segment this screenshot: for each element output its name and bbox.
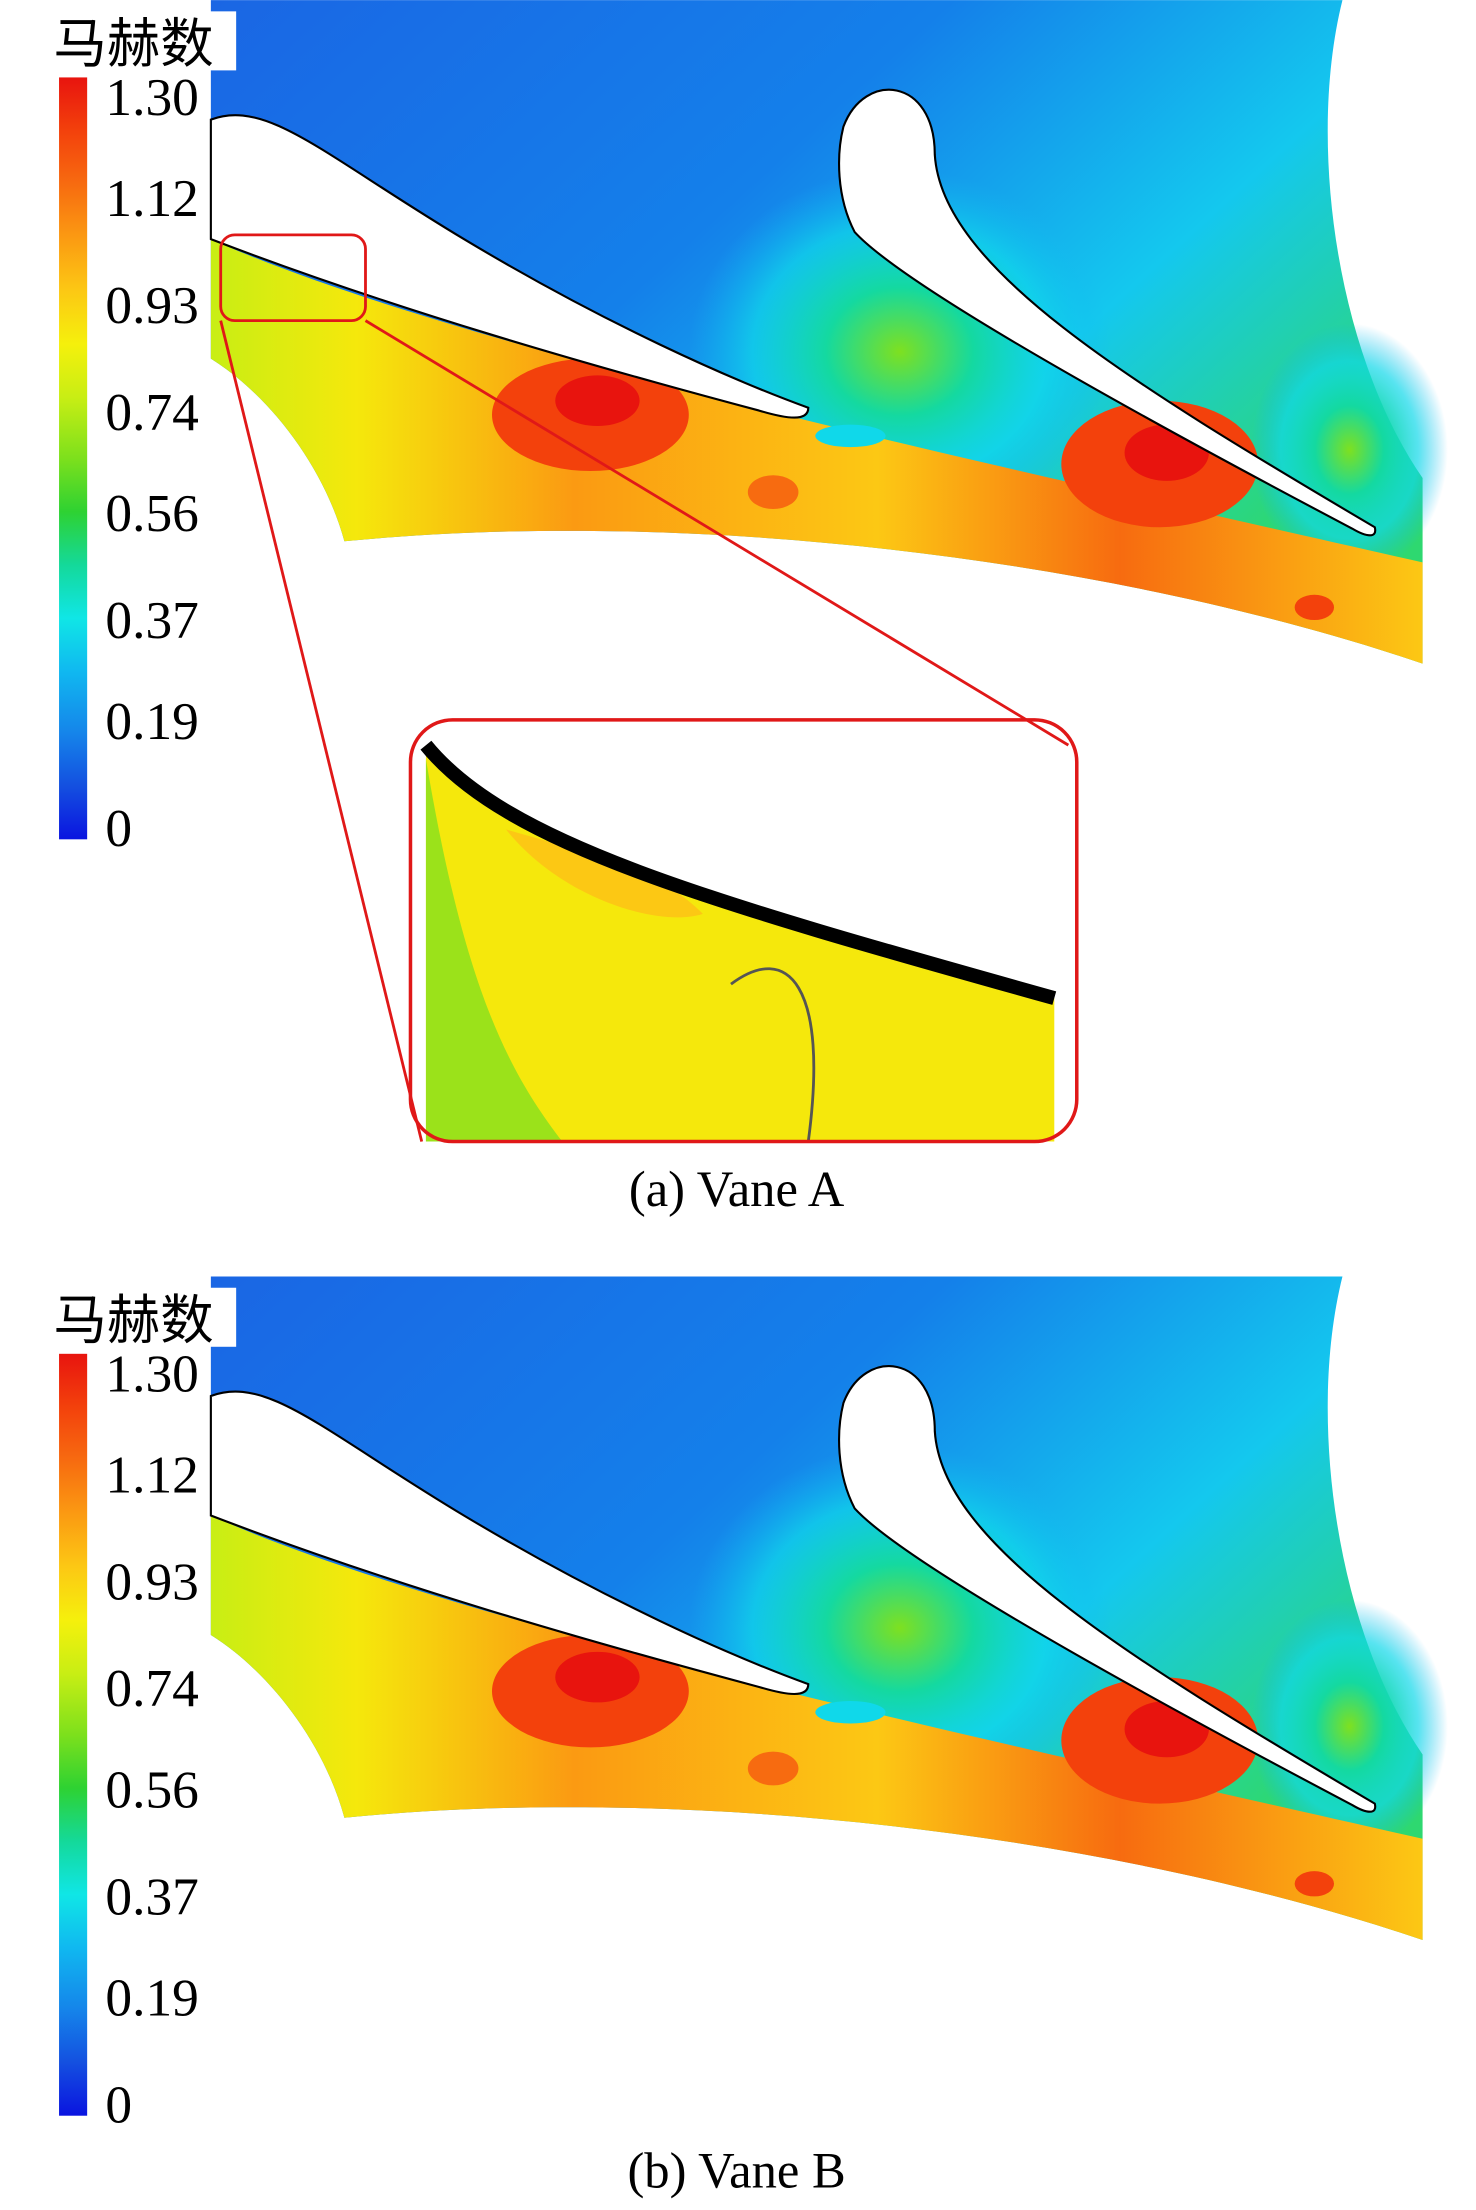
colorbar-tick-label: 0.56 [105,483,198,543]
panel-a: 马赫数 (a) Vane A 1.30 1.12 0.93 0.74 0.56 0.37 0… [50,0,1449,1217]
colorbar-tick-label: 0.93 [105,1551,198,1611]
colorbar [59,1353,88,2116]
title-bg [50,11,237,71]
caption: (b) Vane B [627,2142,845,2198]
zoom-box [219,233,367,323]
colorbar-tick-label: 0.56 [105,1759,198,1819]
zoom-inset [408,718,1079,1144]
colorbar-tick-label: 0.19 [105,691,198,751]
colorbar-tick-label: 1.30 [105,1343,198,1403]
zoom-line [364,319,1070,747]
colorbar-tick-label: 1.12 [105,168,198,228]
title-bg [50,1287,237,1347]
panel-b: 马赫数 (b) Vane B 1.30 1.12 0.93 0.74 0.56 0.37 0… [50,1275,1449,2198]
colorbar-tick-label: 1.30 [105,67,198,127]
zoom-line [219,320,424,1142]
colorbar-tick-label: 0.19 [105,1968,198,2028]
caption: (a) Vane A [629,1161,845,1217]
colorbar [59,77,88,840]
colorbar-tick-label: 0.74 [105,382,198,442]
colorbar-tick-label: 0 [105,2074,132,2134]
colorbar-title: 马赫数 [53,14,213,74]
colorbar-title: 马赫数 [53,1290,213,1350]
colorbar-tick-label: 1.12 [105,1445,198,1505]
colorbar-tick-label: 0.74 [105,1658,198,1718]
colorbar-tick-label: 0.37 [105,590,198,650]
colorbar-tick-label: 0.93 [105,275,198,335]
colorbar-tick-label: 0.37 [105,1866,198,1926]
mach-field [209,0,1449,665]
colorbar-tick-label: 0 [105,798,132,858]
mach-field [209,1275,1449,1942]
